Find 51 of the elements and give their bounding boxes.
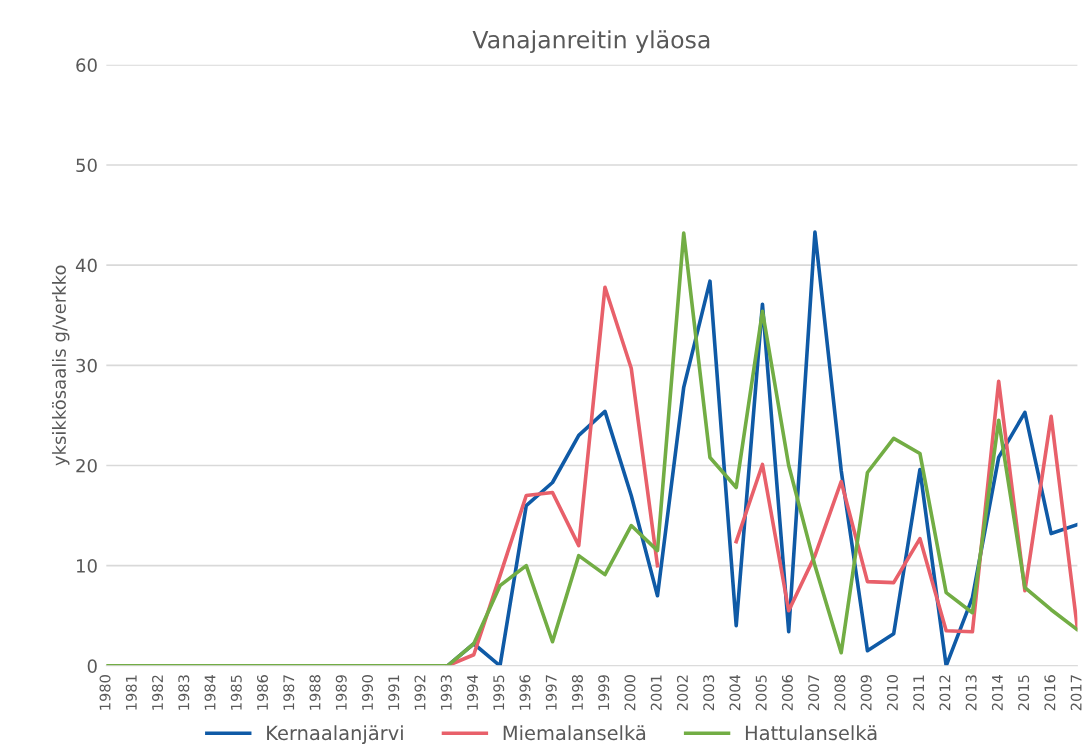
- x-tick-label: 1982: [152, 675, 164, 710]
- x-tick-label: 2017: [1070, 675, 1082, 711]
- x-tick-label: 2011: [913, 675, 925, 711]
- x-tick-label: 1997: [545, 675, 557, 710]
- x-tick-label: 2015: [1018, 675, 1030, 711]
- y-tick-label: 0: [87, 659, 97, 673]
- x-tick-label: 2012: [939, 675, 951, 711]
- y-tick-label: 10: [77, 559, 97, 573]
- x-tick-label: 1995: [493, 675, 505, 710]
- legend-label: Miemalanselkä: [503, 725, 646, 741]
- x-tick-label: 1998: [571, 675, 583, 710]
- y-tick-label: 30: [76, 358, 97, 373]
- line-series: [106, 231, 1078, 666]
- x-tick-label: 1984: [204, 674, 216, 710]
- x-tick-label: 1990: [361, 675, 374, 710]
- y-tick-label: 50: [76, 158, 97, 173]
- y-tick-label: 20: [76, 458, 97, 473]
- x-tick-label: 2001: [650, 675, 662, 711]
- x-tick-label: 1983: [178, 675, 190, 710]
- x-tick-label: 1988: [309, 675, 321, 710]
- x-tick-label: 1992: [414, 675, 426, 710]
- x-tick-label: 1999: [598, 675, 610, 710]
- x-tick-label: 2005: [755, 675, 767, 711]
- x-tick-label: 2016: [1044, 675, 1056, 711]
- x-tick-label: 2009: [860, 675, 872, 711]
- x-tick-label: 1994: [466, 674, 478, 710]
- y-tick-label: 60: [76, 58, 97, 72]
- y-axis-title: yksikkösaalis g/verkko: [51, 265, 70, 466]
- legend-label: Hattulanselkä: [745, 725, 877, 741]
- x-tick-label: 2010: [886, 675, 898, 711]
- x-tick-label: 2000: [624, 675, 636, 711]
- x-tick-label: 1987: [283, 675, 295, 710]
- y-tick-label: 40: [75, 258, 97, 273]
- x-tick-label: 2014: [991, 674, 1003, 711]
- x-tick-label: 2003: [703, 675, 715, 711]
- x-tick-label: 1989: [335, 675, 347, 710]
- x-tick-label: 2013: [965, 675, 977, 711]
- x-tick-label: 1980: [99, 675, 111, 710]
- legend-label: Kernaalanjärvi: [267, 725, 403, 745]
- x-tick-label: 1985: [230, 675, 242, 710]
- x-tick-label: 2006: [781, 675, 793, 711]
- x-tick-label: 1981: [125, 675, 137, 710]
- x-tick-label: 1991: [388, 675, 400, 710]
- x-tick-label: 1986: [257, 675, 269, 710]
- x-tick-label: 2004: [729, 674, 741, 711]
- x-tick-label: 2002: [676, 675, 688, 711]
- x-tick-label: 2007: [808, 675, 820, 711]
- x-tick-label: 1996: [519, 675, 531, 710]
- chart-title: Vanajanreitin yläosa: [472, 30, 710, 54]
- x-tick-label: 1993: [440, 675, 452, 710]
- x-tick-label: 2008: [834, 675, 846, 711]
